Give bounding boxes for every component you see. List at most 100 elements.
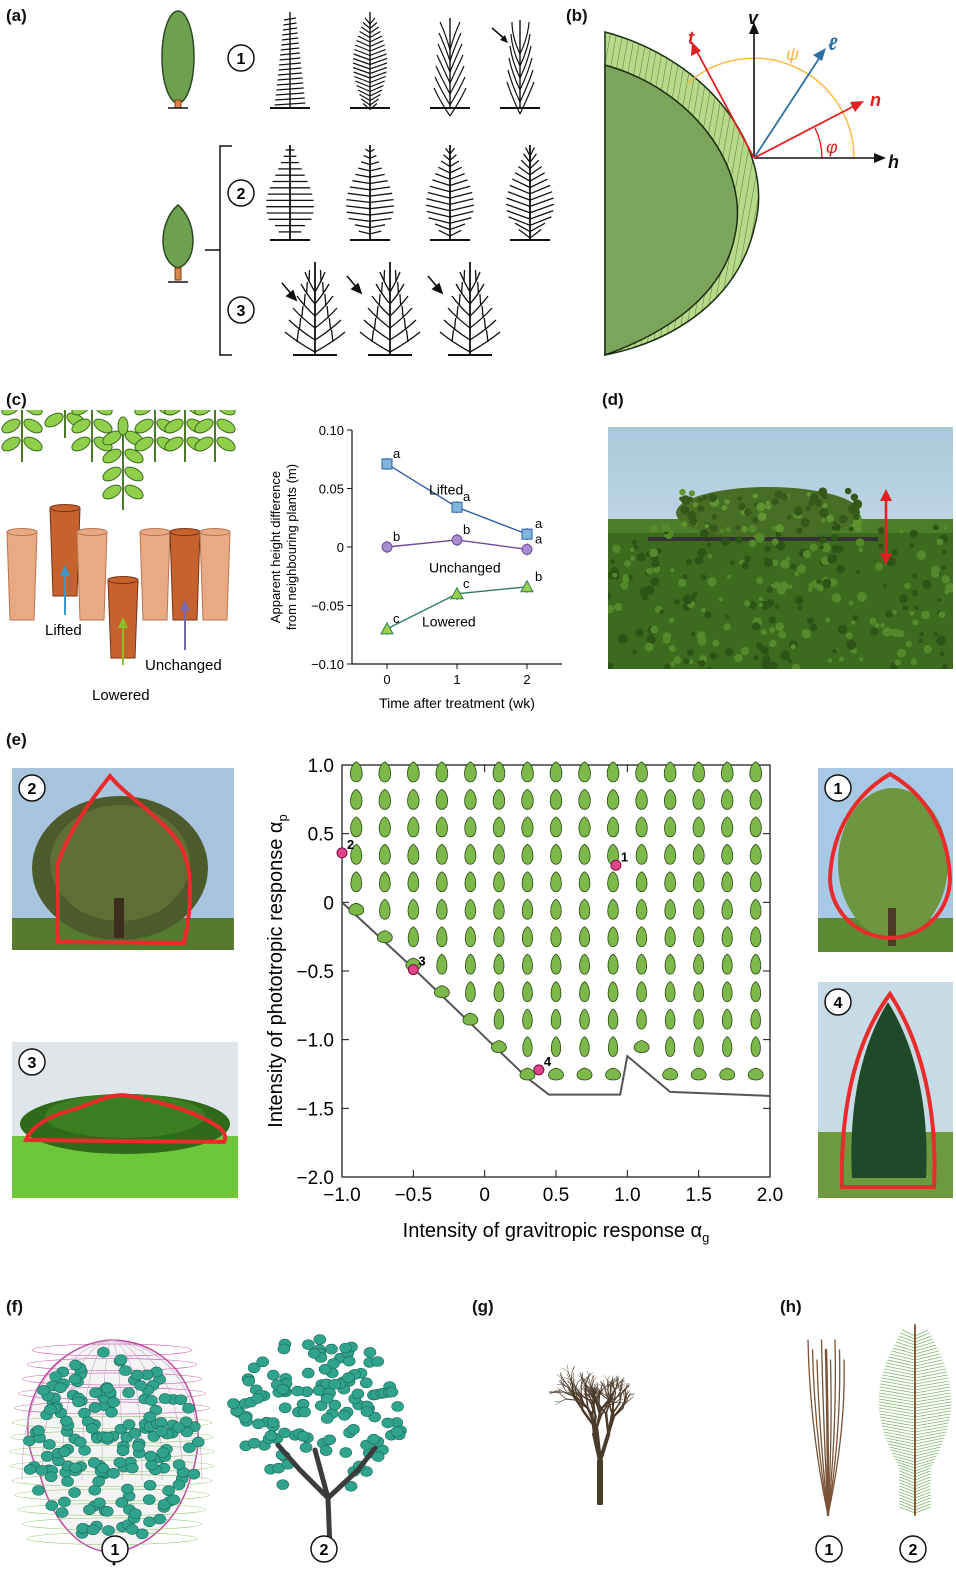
y-tick-label: −0.5 — [296, 962, 334, 983]
vector-n-label: n — [870, 90, 881, 110]
vector-t-label: t — [688, 28, 695, 48]
panel-label-g: (g) — [472, 1297, 494, 1316]
circled-number-2-icon: 2 — [227, 179, 255, 207]
tree-photo-4: 4 — [818, 982, 953, 1198]
series-label: Lowered — [422, 614, 476, 630]
crown-envelope-model — [9, 1339, 215, 1553]
ovoid-tree-icon — [162, 204, 194, 283]
bracket — [219, 145, 232, 356]
labelled-point — [610, 859, 622, 871]
y-axis-label: Apparent height difference — [268, 471, 283, 623]
svg-text:2: 2 — [320, 1542, 329, 1559]
y-tick-label: 0.05 — [319, 482, 344, 497]
panel-label-a: (a) — [6, 6, 27, 25]
data-point — [521, 543, 533, 555]
labelled-point — [407, 964, 419, 976]
columnar-branching-sketches — [270, 12, 540, 109]
significance-letter: b — [463, 522, 470, 537]
x-tick-label: 1 — [453, 672, 460, 687]
panel-b-diagram: t v ℓ n h ψ φ — [604, 10, 899, 357]
angle-psi-arc — [686, 57, 855, 159]
svg-text:2: 2 — [237, 186, 246, 203]
y-tick-label: −1.0 — [296, 1031, 334, 1052]
data-point — [451, 534, 463, 546]
svg-text:2: 2 — [28, 781, 37, 798]
circled-number-1-icon: 1 — [824, 774, 852, 802]
panel-label-h: (h) — [780, 1297, 802, 1316]
columnar-tree-icon — [161, 10, 195, 109]
circled-number-2-icon: 2 — [310, 1535, 338, 1563]
field-photo — [608, 427, 953, 669]
angle-psi-label: ψ — [786, 44, 799, 64]
svg-text:1: 1 — [834, 781, 843, 798]
x-tick-label: 1.5 — [685, 1185, 711, 1206]
y-axis-label: Intensity of phototropic response αp — [265, 814, 290, 1127]
decurrent-branching-sketches — [284, 262, 501, 356]
vector-l-label: ℓ — [828, 34, 838, 54]
data-point — [381, 458, 393, 470]
panel-label-e: (e) — [6, 730, 27, 749]
panel-g-tree-model — [549, 1364, 635, 1505]
lifted-label: Lifted — [45, 622, 82, 639]
panel-e-chart: −1.0 −0.5 0 0.5 1.0 1.5 2.0 1.0 0.5 0 −0.5 −1.0 −1.5… — [265, 756, 783, 1245]
circled-number-4-icon: 4 — [824, 988, 852, 1016]
panel-label-d: (d) — [602, 390, 624, 409]
point-label: 2 — [347, 837, 354, 852]
svg-text:1: 1 — [111, 1542, 120, 1559]
x-axis-label: Intensity of gravitropic response αg — [403, 1220, 710, 1245]
vector-v-label: v — [748, 10, 759, 28]
panel-f-models — [9, 1334, 407, 1566]
point-label: 4 — [544, 1054, 552, 1069]
series-line — [386, 463, 528, 535]
significance-letter: c — [393, 611, 400, 626]
lowered-label: Lowered — [92, 687, 150, 704]
y-tick-label: −0.05 — [311, 599, 344, 614]
svg-text:3: 3 — [237, 303, 246, 320]
x-tick-label: 0 — [383, 672, 390, 687]
data-point — [451, 501, 463, 513]
tree-photo-1: 1 — [818, 768, 953, 952]
significance-letter: b — [535, 569, 542, 584]
svg-text:4: 4 — [834, 995, 843, 1012]
labelled-point — [336, 847, 348, 859]
x-tick-label: 0 — [479, 1185, 490, 1206]
y-tick-label: −0.10 — [311, 657, 344, 672]
svg-text:1: 1 — [237, 51, 246, 68]
circled-number-1-icon: 1 — [101, 1535, 129, 1563]
significance-letter: a — [463, 489, 471, 504]
tree-photo-3: 3 — [12, 1042, 238, 1198]
x-tick-label: −1.0 — [323, 1185, 361, 1206]
circled-number-3-icon: 3 — [227, 296, 255, 324]
data-point — [521, 528, 533, 540]
circled-number-2-icon: 2 — [18, 774, 46, 802]
circled-number-1-icon: 1 — [815, 1535, 843, 1563]
unchanged-label: Unchanged — [145, 657, 222, 674]
significance-letter: a — [535, 531, 543, 546]
crown-core — [604, 64, 739, 357]
significance-letter: a — [535, 516, 543, 531]
panel-c-chart: 0.10 0.05 0 −0.05 −0.10 0 1 2 Time after treatme… — [268, 423, 562, 711]
excurrent-branching-sketches — [266, 145, 555, 241]
series-label: Unchanged — [429, 560, 501, 576]
svg-text:1: 1 — [825, 1542, 834, 1559]
tree-photo-2: 2 — [12, 768, 234, 950]
data-point — [380, 621, 394, 635]
circled-number-2-icon: 2 — [899, 1535, 927, 1563]
x-tick-label: 2 — [523, 672, 530, 687]
y-tick-label: −2.0 — [296, 1168, 334, 1189]
y-tick-label: 0.5 — [308, 825, 334, 846]
y-tick-label: 0 — [323, 893, 334, 914]
x-tick-label: 0.5 — [543, 1185, 569, 1206]
panel-label-b: (b) — [566, 6, 588, 25]
circled-number-3-icon: 3 — [18, 1048, 46, 1076]
x-axis-label: Time after treatment (wk) — [379, 695, 535, 711]
significance-letter: c — [463, 576, 470, 591]
data-point — [450, 586, 464, 600]
series-label: Lifted — [429, 481, 463, 497]
panel-a-figure: 1 2 3 — [161, 10, 555, 356]
panel-h-tree-models — [807, 1324, 952, 1517]
significance-letter: b — [393, 529, 400, 544]
panel-c-pots-illustration: Lifted Lowered Unchanged — [1, 410, 236, 704]
y-tick-label: 0.10 — [319, 423, 344, 438]
y-tick-label: 1.0 — [308, 756, 334, 777]
